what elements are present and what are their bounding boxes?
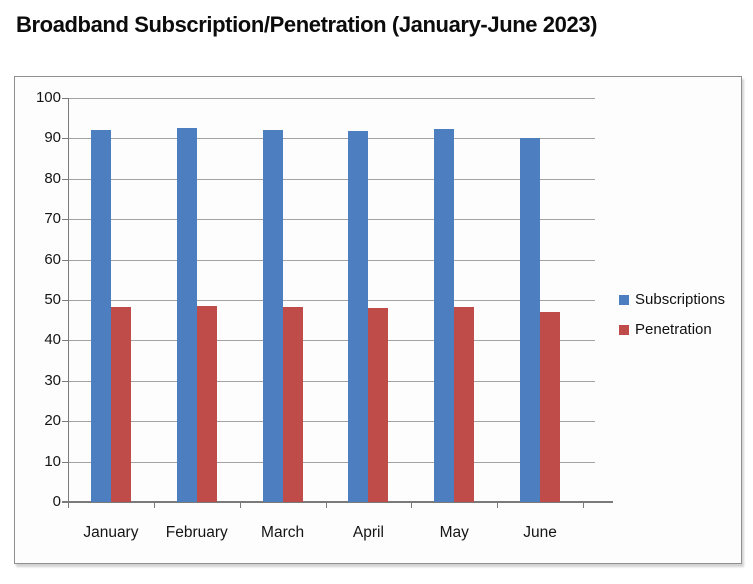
bar-penetration-april (368, 308, 389, 502)
gridline-50 (68, 300, 595, 301)
y-axis-tick (62, 259, 68, 261)
bar-subscriptions-march (262, 129, 283, 502)
bar-penetration-february (196, 306, 217, 502)
y-tick-label: 30 (44, 371, 61, 389)
gridline-10 (68, 461, 595, 463)
y-tick-label: 90 (44, 129, 61, 147)
y-tick-label: 40 (44, 331, 61, 349)
gridline-20 (68, 421, 595, 423)
bar-subscriptions-april (348, 131, 369, 502)
gridline-30 (68, 380, 595, 382)
x-axis-line (62, 501, 613, 503)
y-axis-tick (62, 340, 68, 342)
y-axis-line (68, 98, 69, 502)
x-axis-tick (325, 502, 327, 508)
x-category-label-may: May (439, 524, 469, 541)
gridline-60 (68, 259, 595, 261)
x-axis-tick (411, 502, 413, 508)
gridline-90 (68, 138, 595, 140)
y-axis-tick (62, 421, 68, 423)
legend-item-penetration: Penetration (619, 321, 725, 338)
gridline-100 (68, 98, 595, 99)
y-axis-tick (62, 178, 68, 180)
x-category-label-march: March (261, 524, 305, 541)
y-axis-tick (62, 219, 68, 221)
y-tick-label: 60 (44, 250, 61, 268)
x-axis-tick (68, 502, 69, 508)
bar-penetration-march (282, 307, 303, 502)
gridline-40 (68, 340, 595, 342)
chart-frame: 0 10 20 30 40 50 60 70 80 90 100 January February Mar… (14, 76, 742, 564)
gridline-70 (68, 219, 595, 221)
legend-label-penetration: Penetration (635, 321, 712, 338)
plot-area: 0 10 20 30 40 50 60 70 80 90 100 January February Mar… (15, 77, 741, 563)
bar-penetration-june (540, 312, 561, 502)
x-category-label-april: April (352, 524, 384, 541)
penetration-swatch-icon (619, 324, 629, 335)
y-tick-label: 100 (35, 89, 61, 106)
bar-penetration-january (110, 307, 131, 502)
y-tick-label: 0 (52, 493, 61, 510)
legend-item-subscriptions: Subscriptions (619, 291, 725, 308)
legend-label-subscriptions: Subscriptions (635, 291, 726, 308)
y-tick-label: 20 (44, 412, 61, 430)
x-axis-tick (153, 502, 155, 508)
x-category-label-june: June (523, 524, 557, 541)
y-tick-label: 70 (44, 210, 61, 228)
x-axis-tick (497, 502, 499, 508)
gridline-80 (68, 178, 595, 180)
y-axis-tick (62, 138, 68, 140)
x-axis-tick (583, 502, 584, 508)
legend: Subscriptions Penetration (619, 291, 725, 338)
x-axis-tick (239, 502, 241, 508)
bar-subscriptions-june (520, 138, 541, 502)
bar-subscriptions-may (434, 128, 455, 502)
y-axis-tick (62, 380, 68, 382)
bar-subscriptions-january (90, 130, 111, 502)
bar-penetration-may (454, 307, 475, 502)
subscriptions-swatch-icon (619, 294, 629, 305)
x-category-label-january: January (83, 524, 139, 541)
chart-title: Broadband Subscription/Penetration (Janu… (16, 12, 598, 37)
y-axis-tick (62, 300, 68, 301)
y-tick-label: 50 (44, 291, 61, 308)
y-axis-tick (62, 98, 68, 99)
y-tick-label: 10 (44, 452, 61, 470)
bar-subscriptions-february (176, 127, 197, 502)
y-tick-label: 80 (44, 169, 61, 187)
x-category-label-february: February (165, 524, 228, 541)
y-axis-tick (62, 461, 68, 463)
